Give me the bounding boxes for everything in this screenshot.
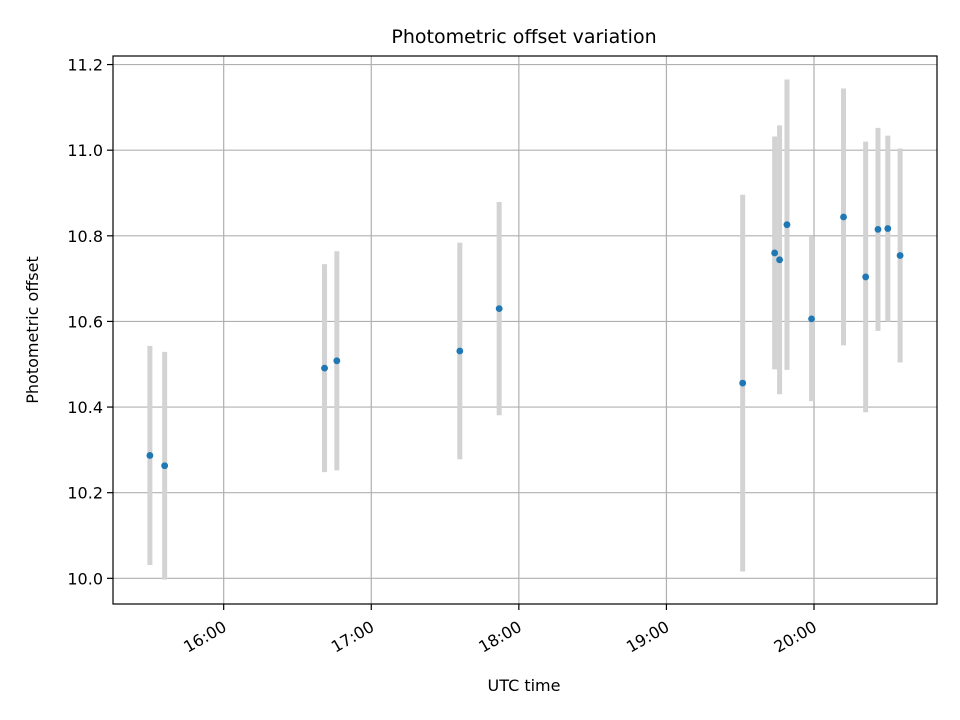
y-axis-title: Photometric offset xyxy=(23,256,42,404)
y-tick-label: 11.2 xyxy=(67,56,103,75)
data-point xyxy=(783,221,791,229)
y-tick-label: 10.4 xyxy=(67,398,103,417)
data-point xyxy=(840,213,847,221)
data-point xyxy=(333,357,341,365)
y-tick-label: 10.0 xyxy=(67,569,103,588)
chart-title: Photometric offset variation xyxy=(391,26,656,48)
y-tick-label: 11.0 xyxy=(67,141,103,160)
data-point xyxy=(862,273,870,281)
data-point xyxy=(161,462,169,470)
data-point xyxy=(771,249,779,257)
data-point xyxy=(808,315,815,323)
y-tick-label: 10.8 xyxy=(67,227,103,246)
y-axis-ticks: 10.0 10.2 10.4 10.6 10.8 11.0 11.2 xyxy=(67,56,113,588)
data-point xyxy=(874,225,882,233)
data-point xyxy=(495,305,503,312)
x-axis-title: UTC time xyxy=(488,676,561,695)
y-tick-label: 10.6 xyxy=(67,312,103,331)
data-point xyxy=(146,452,154,459)
data-point xyxy=(321,364,328,372)
data-point xyxy=(884,225,892,232)
y-tick-label: 10.2 xyxy=(67,484,103,503)
data-point xyxy=(739,379,747,387)
data-point xyxy=(776,256,783,264)
data-points xyxy=(146,213,904,470)
plot-frame xyxy=(112,55,938,605)
data-point xyxy=(456,347,464,355)
data-point xyxy=(896,252,904,259)
